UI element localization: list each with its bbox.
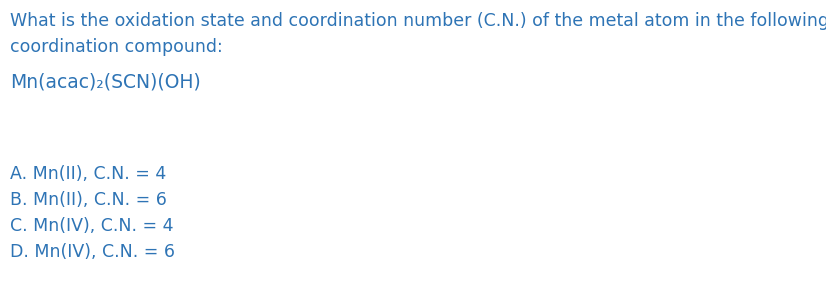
Text: A. Mn(II), C.N. = 4: A. Mn(II), C.N. = 4 [10, 165, 166, 183]
Text: What is the oxidation state and coordination number (C.N.) of the metal atom in : What is the oxidation state and coordina… [10, 12, 826, 30]
Text: coordination compound:: coordination compound: [10, 38, 223, 56]
Text: D. Mn(IV), C.N. = 6: D. Mn(IV), C.N. = 6 [10, 243, 175, 261]
Text: B. Mn(II), C.N. = 6: B. Mn(II), C.N. = 6 [10, 191, 167, 209]
Text: C. Mn(IV), C.N. = 4: C. Mn(IV), C.N. = 4 [10, 217, 173, 235]
Text: Mn(acac)₂(SCN)(OH): Mn(acac)₂(SCN)(OH) [10, 72, 201, 91]
